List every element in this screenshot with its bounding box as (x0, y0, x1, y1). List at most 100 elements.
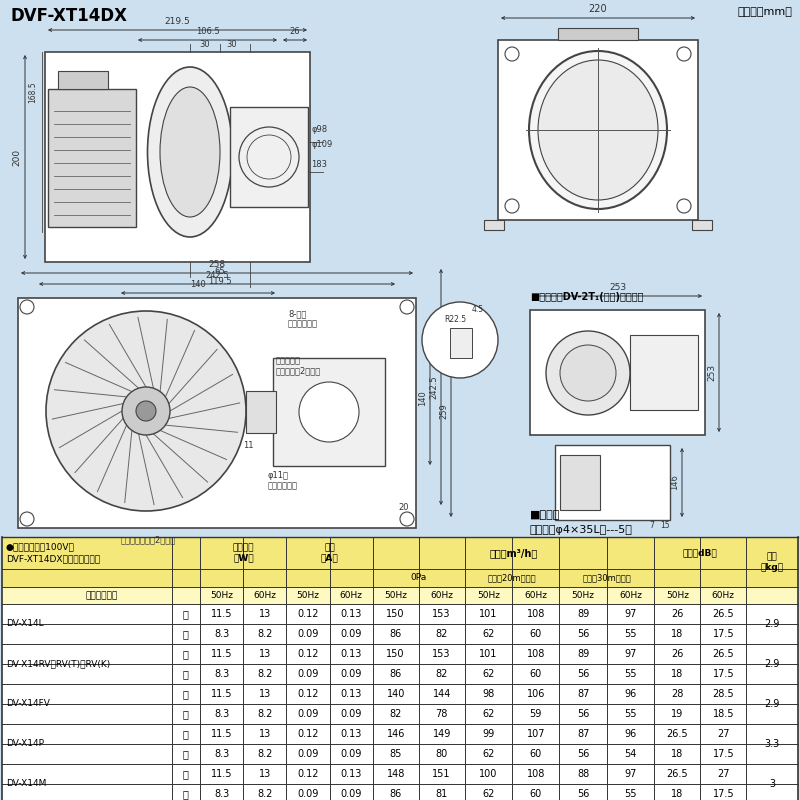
Text: 60: 60 (530, 629, 542, 639)
Text: 258: 258 (209, 260, 226, 269)
Text: 99: 99 (482, 729, 494, 739)
Ellipse shape (529, 51, 667, 209)
Text: 108: 108 (526, 649, 545, 659)
Text: 0.09: 0.09 (341, 749, 362, 759)
Text: 27: 27 (717, 729, 730, 739)
Text: 弱: 弱 (183, 669, 189, 679)
Circle shape (400, 300, 414, 314)
Text: 0.09: 0.09 (298, 789, 318, 799)
Text: 60: 60 (530, 669, 542, 679)
Text: 87: 87 (577, 689, 590, 699)
Text: 148: 148 (386, 769, 405, 779)
Bar (484, 220, 504, 230)
Text: 11.5: 11.5 (211, 689, 233, 699)
Text: 108: 108 (526, 769, 545, 779)
Text: 153: 153 (433, 609, 451, 619)
Text: 強: 強 (183, 689, 189, 699)
Text: 107: 107 (526, 729, 545, 739)
Text: 8.2: 8.2 (258, 709, 273, 719)
Text: 86: 86 (390, 789, 402, 799)
Text: ベルマウス: ベルマウス (276, 356, 301, 365)
Text: 56: 56 (577, 669, 590, 679)
Text: 96: 96 (625, 729, 637, 739)
Circle shape (122, 387, 170, 435)
Text: 13: 13 (259, 729, 271, 739)
Circle shape (546, 331, 630, 415)
Text: 8-長穴: 8-長穴 (288, 309, 306, 318)
Text: φ11穴: φ11穴 (268, 471, 289, 480)
Circle shape (136, 401, 156, 421)
Text: 56: 56 (577, 749, 590, 759)
Text: 140: 140 (386, 689, 405, 699)
Text: 59: 59 (530, 709, 542, 719)
Bar (230, 107, 308, 207)
Text: 60Hz: 60Hz (524, 591, 547, 600)
Text: 60Hz: 60Hz (340, 591, 362, 600)
Text: 13: 13 (259, 769, 271, 779)
Text: 97: 97 (625, 769, 637, 779)
Text: 0.12: 0.12 (298, 649, 318, 659)
Circle shape (299, 382, 359, 442)
Text: 13: 13 (259, 689, 271, 699)
Ellipse shape (160, 87, 220, 217)
Text: 強: 強 (183, 729, 189, 739)
Text: 風量（m³/h）: 風量（m³/h） (490, 548, 538, 558)
Text: 17.5: 17.5 (713, 789, 734, 799)
Text: 28.5: 28.5 (713, 689, 734, 699)
Text: 15: 15 (660, 521, 670, 530)
Text: 81: 81 (435, 789, 448, 799)
Text: 18: 18 (671, 789, 683, 799)
Ellipse shape (147, 67, 233, 237)
Text: 60: 60 (530, 789, 542, 799)
Text: 強: 強 (183, 609, 189, 619)
Text: DV-X14M: DV-X14M (6, 779, 46, 789)
Text: 0Pa: 0Pa (410, 574, 427, 582)
Text: 55: 55 (624, 789, 637, 799)
Bar (2, 569, 798, 587)
Bar (555, 445, 670, 520)
Text: 0.09: 0.09 (298, 629, 318, 639)
Text: 13: 13 (259, 609, 271, 619)
Bar (45, 52, 310, 262)
Text: 26: 26 (290, 27, 300, 36)
Text: 2.9: 2.9 (765, 659, 780, 669)
Text: 56: 56 (577, 709, 590, 719)
Ellipse shape (538, 60, 658, 200)
Text: 60Hz: 60Hz (712, 591, 734, 600)
Text: φ98: φ98 (311, 125, 327, 134)
Text: 151: 151 (433, 769, 451, 779)
Text: 3: 3 (769, 779, 775, 789)
Text: 7: 7 (650, 521, 654, 530)
Circle shape (505, 199, 519, 213)
Text: 弱: 弱 (183, 789, 189, 799)
Text: 62: 62 (482, 749, 494, 759)
Text: 30: 30 (226, 40, 238, 49)
Text: 140: 140 (418, 390, 427, 406)
Text: 242.5: 242.5 (205, 271, 229, 280)
Text: 木ねじ（φ4×35L）---5本: 木ねじ（φ4×35L）---5本 (530, 525, 633, 535)
Text: 27: 27 (717, 769, 730, 779)
Circle shape (677, 47, 691, 61)
Text: 11: 11 (242, 441, 254, 450)
Text: 259: 259 (439, 403, 448, 419)
Text: 97: 97 (625, 609, 637, 619)
Text: 強: 強 (183, 649, 189, 659)
Text: 8.2: 8.2 (258, 749, 273, 759)
Text: ●特性表（単相100V）
DVF-XT14DXとの組み合わせ: ●特性表（単相100V） DVF-XT14DXとの組み合わせ (6, 542, 100, 564)
Text: 19: 19 (671, 709, 683, 719)
Text: 0.13: 0.13 (341, 609, 362, 619)
Text: 100: 100 (479, 769, 498, 779)
Text: 11.5: 11.5 (211, 729, 233, 739)
Text: 26.5: 26.5 (713, 649, 734, 659)
Text: 55: 55 (624, 669, 637, 679)
Text: 56: 56 (577, 789, 590, 799)
Text: 11.5: 11.5 (211, 649, 233, 659)
Text: ■吊下金具DV-2T₁(別売)取付位置: ■吊下金具DV-2T₁(別売)取付位置 (530, 292, 643, 302)
Text: 106.5: 106.5 (196, 27, 219, 36)
Circle shape (422, 302, 498, 378)
Text: 26.5: 26.5 (666, 729, 688, 739)
Text: 140: 140 (190, 280, 206, 289)
Text: 17.5: 17.5 (713, 749, 734, 759)
Text: 11.5: 11.5 (211, 609, 233, 619)
Text: 0.09: 0.09 (298, 709, 318, 719)
